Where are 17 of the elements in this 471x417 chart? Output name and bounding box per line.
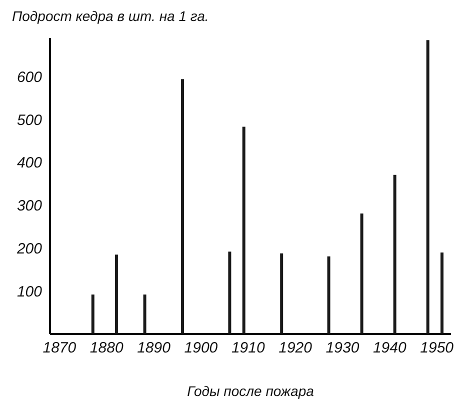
y-axis-title: Подрост кедра в шт. на 1 га. <box>12 8 209 24</box>
y-tick-label: 200 <box>16 240 43 258</box>
x-axis-title: Годы после пожара <box>187 383 314 399</box>
x-tick-label: 1890 <box>137 340 172 357</box>
y-tick-label: 500 <box>16 112 43 129</box>
x-tick-label: 1880 <box>90 340 124 357</box>
x-tick-label: 1920 <box>278 340 313 357</box>
x-tick-label: 1950 <box>420 340 454 357</box>
x-tick-label: 1910 <box>231 340 266 357</box>
y-tick-label: 100 <box>16 283 43 300</box>
x-tick-label: 1870 <box>42 340 77 357</box>
x-tick-label: 1930 <box>326 340 360 357</box>
x-tick-label: 1900 <box>184 340 218 357</box>
y-tick-label: 400 <box>16 154 43 172</box>
x-tick-label: 1940 <box>372 340 408 357</box>
y-tick-label: 600 <box>16 68 43 86</box>
y-tick-label: 300 <box>16 198 43 215</box>
